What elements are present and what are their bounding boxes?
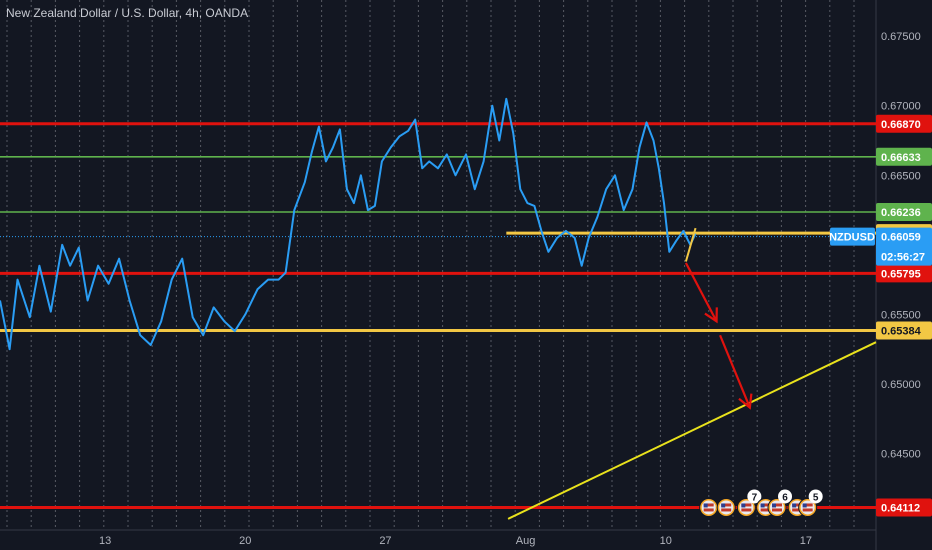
level-price-label: 0.66633 bbox=[881, 152, 921, 164]
event-count-label: 5 bbox=[813, 492, 819, 503]
level-price-tag bbox=[876, 114, 932, 133]
x-tick-label: 20 bbox=[239, 535, 251, 547]
us-flag-stripe-icon bbox=[760, 508, 771, 512]
y-tick-label: 0.67000 bbox=[881, 101, 921, 113]
level-price-label: 0.64112 bbox=[881, 502, 920, 514]
level-price-label: 0.66236 bbox=[881, 207, 921, 219]
level-price-label: 0.66870 bbox=[881, 119, 921, 131]
y-tick-label: 0.65000 bbox=[881, 379, 921, 391]
projection-marker-line bbox=[684, 227, 697, 262]
level-price-tag bbox=[876, 203, 932, 221]
symbol-tag bbox=[830, 227, 875, 246]
grid-lines bbox=[6, 0, 855, 530]
us-flag-stripe-icon bbox=[721, 508, 732, 512]
current-price-label: 0.66059 bbox=[881, 232, 921, 244]
us-flag-stripe-icon bbox=[802, 508, 813, 512]
level-price-label: 0.65795 bbox=[881, 268, 921, 280]
y-tick-label: 0.66500 bbox=[881, 170, 921, 182]
us-flag-stripe-icon bbox=[802, 503, 813, 507]
us-flag-stripe-icon bbox=[703, 503, 714, 507]
y-tick-label: 0.67500 bbox=[881, 31, 921, 43]
event-badge-face bbox=[719, 500, 734, 515]
us-flag-stripe-icon bbox=[772, 508, 783, 512]
event-badge-face bbox=[701, 500, 716, 515]
us-flag-canton-icon bbox=[802, 503, 807, 508]
event-count-label: 7 bbox=[752, 492, 758, 503]
down-arrow-head bbox=[704, 307, 718, 324]
chart-title: New Zealand Dollar / U.S. Dollar, 4h, OA… bbox=[6, 6, 249, 20]
us-flag-canton-icon bbox=[721, 503, 726, 508]
level-price-tag bbox=[876, 498, 932, 517]
level-price-tag bbox=[876, 147, 932, 166]
x-tick-label: Aug bbox=[516, 535, 536, 547]
economic-event-group-icon[interactable]: 7 bbox=[736, 489, 762, 517]
us-flag-stripe-icon bbox=[703, 508, 714, 512]
event-count-label: 6 bbox=[782, 492, 788, 503]
us-flag-stripe-icon bbox=[741, 508, 752, 512]
us-flag-stripe-icon bbox=[772, 503, 783, 507]
y-tick-label: 0.65500 bbox=[881, 309, 921, 321]
economic-event-flag-icon[interactable] bbox=[699, 497, 719, 517]
us-flag-stripe-icon bbox=[792, 508, 803, 512]
event-count-badge bbox=[747, 489, 762, 504]
us-flag-canton-icon bbox=[760, 503, 765, 508]
us-flag-canton-icon bbox=[772, 503, 777, 508]
event-count-badge bbox=[778, 489, 793, 504]
y-tick-label: 0.64500 bbox=[881, 448, 921, 460]
symbol-label: NZDUSD bbox=[829, 232, 875, 244]
economic-event-group-icon[interactable]: 6 bbox=[767, 489, 793, 517]
down-arrow-head bbox=[738, 393, 753, 410]
us-flag-stripe-icon bbox=[760, 503, 771, 507]
us-flag-canton-icon bbox=[792, 503, 797, 508]
down-arrow-shaft bbox=[684, 262, 718, 322]
us-flag-canton-icon bbox=[703, 503, 708, 508]
x-tick-label: 27 bbox=[379, 535, 391, 547]
down-arrow-shaft bbox=[719, 334, 751, 409]
us-flag-stripe-icon bbox=[721, 503, 732, 507]
us-flag-stripe-icon bbox=[792, 503, 803, 507]
bar-countdown-label: 02:56:27 bbox=[881, 252, 925, 264]
price-series-line bbox=[0, 97, 697, 351]
us-flag-canton-icon bbox=[741, 503, 746, 508]
economic-event-flag-icon[interactable] bbox=[716, 497, 736, 517]
current-price-tag bbox=[876, 227, 932, 266]
us-flag-stripe-icon bbox=[741, 503, 752, 507]
x-tick-label: 17 bbox=[800, 535, 812, 547]
economic-event-group-icon[interactable]: 5 bbox=[798, 489, 823, 517]
x-tick-label: 10 bbox=[660, 535, 672, 547]
level-price-label: 0.65384 bbox=[881, 326, 922, 338]
level-price-tag bbox=[876, 264, 932, 283]
trendline bbox=[507, 341, 877, 520]
level-price-tag bbox=[876, 321, 932, 340]
event-count-badge bbox=[808, 489, 823, 504]
x-tick-label: 13 bbox=[99, 535, 111, 547]
